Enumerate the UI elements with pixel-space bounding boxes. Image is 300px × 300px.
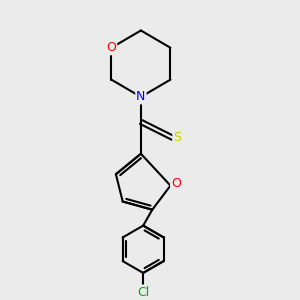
- Text: O: O: [106, 41, 116, 54]
- Text: S: S: [173, 131, 181, 144]
- Text: N: N: [136, 90, 146, 104]
- Text: O: O: [171, 177, 181, 190]
- Text: Cl: Cl: [137, 286, 149, 298]
